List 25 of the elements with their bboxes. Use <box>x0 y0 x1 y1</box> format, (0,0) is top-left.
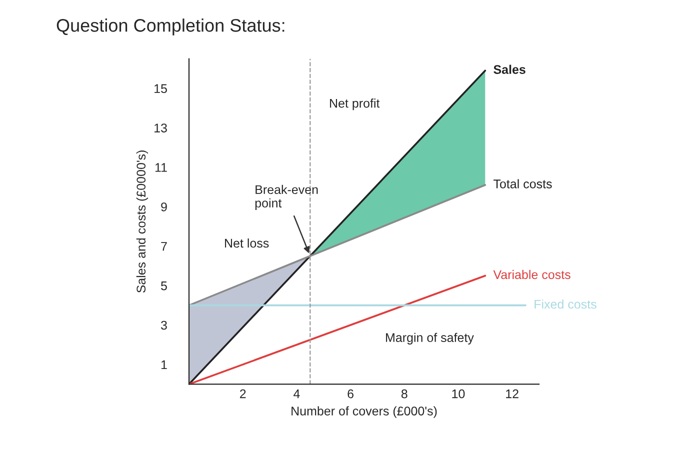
x-tick-label: 2 <box>240 389 246 398</box>
y-tick-label: 15 <box>154 84 167 93</box>
y-tick-label: 7 <box>161 242 167 251</box>
annotation: Margin of safety <box>386 332 474 344</box>
y-tick-label: 9 <box>161 202 167 212</box>
x-tick-label: 8 <box>401 389 408 398</box>
series-label: Sales <box>494 64 526 74</box>
annotation: Net profit <box>330 98 380 110</box>
series-label: Fixed costs <box>534 299 596 309</box>
y-tick-label: 1 <box>161 360 167 370</box>
x-tick-label: 10 <box>452 389 465 398</box>
y-tick-label: 11 <box>155 163 167 172</box>
x-tick-label: 6 <box>348 389 354 398</box>
x-tick-label: 4 <box>294 390 300 398</box>
annotation: Break-even point <box>255 184 318 210</box>
x-tick-label: 12 <box>506 389 518 398</box>
annotation: Net loss <box>225 238 269 248</box>
x-axis-title: Number of covers (£000's) <box>292 406 437 418</box>
chart-title: Question Completion Status: <box>56 18 284 36</box>
y-axis-title: Sales and costs (£0000's) <box>136 150 148 293</box>
y-tick-label: 5 <box>161 282 167 290</box>
y-tick-label: 3 <box>161 320 167 330</box>
series-label: Variable costs <box>493 270 570 280</box>
y-tick-label: 13 <box>154 124 167 132</box>
series-label: Total costs <box>494 179 552 188</box>
